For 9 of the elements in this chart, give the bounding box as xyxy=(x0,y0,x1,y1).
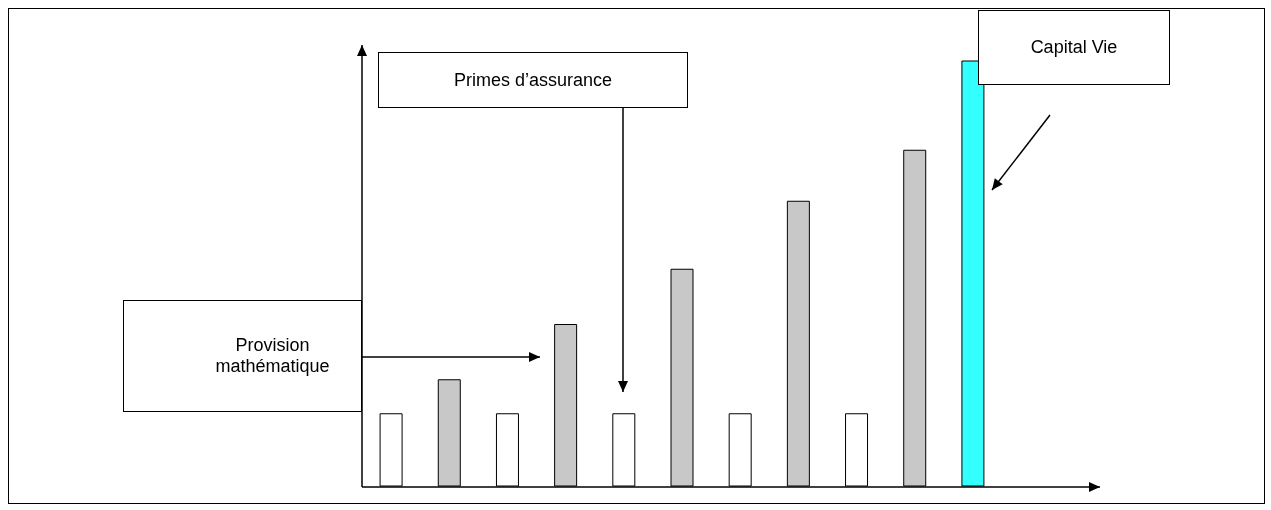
bar xyxy=(554,324,578,487)
bar xyxy=(786,200,810,487)
text-box: Capital Vie xyxy=(978,10,1170,85)
bar xyxy=(437,379,461,487)
bar xyxy=(903,149,927,487)
text-box: Provision mathématique xyxy=(123,300,362,412)
text-box: Primes d’assurance xyxy=(378,52,688,108)
bar xyxy=(961,60,985,487)
bar xyxy=(670,268,694,487)
